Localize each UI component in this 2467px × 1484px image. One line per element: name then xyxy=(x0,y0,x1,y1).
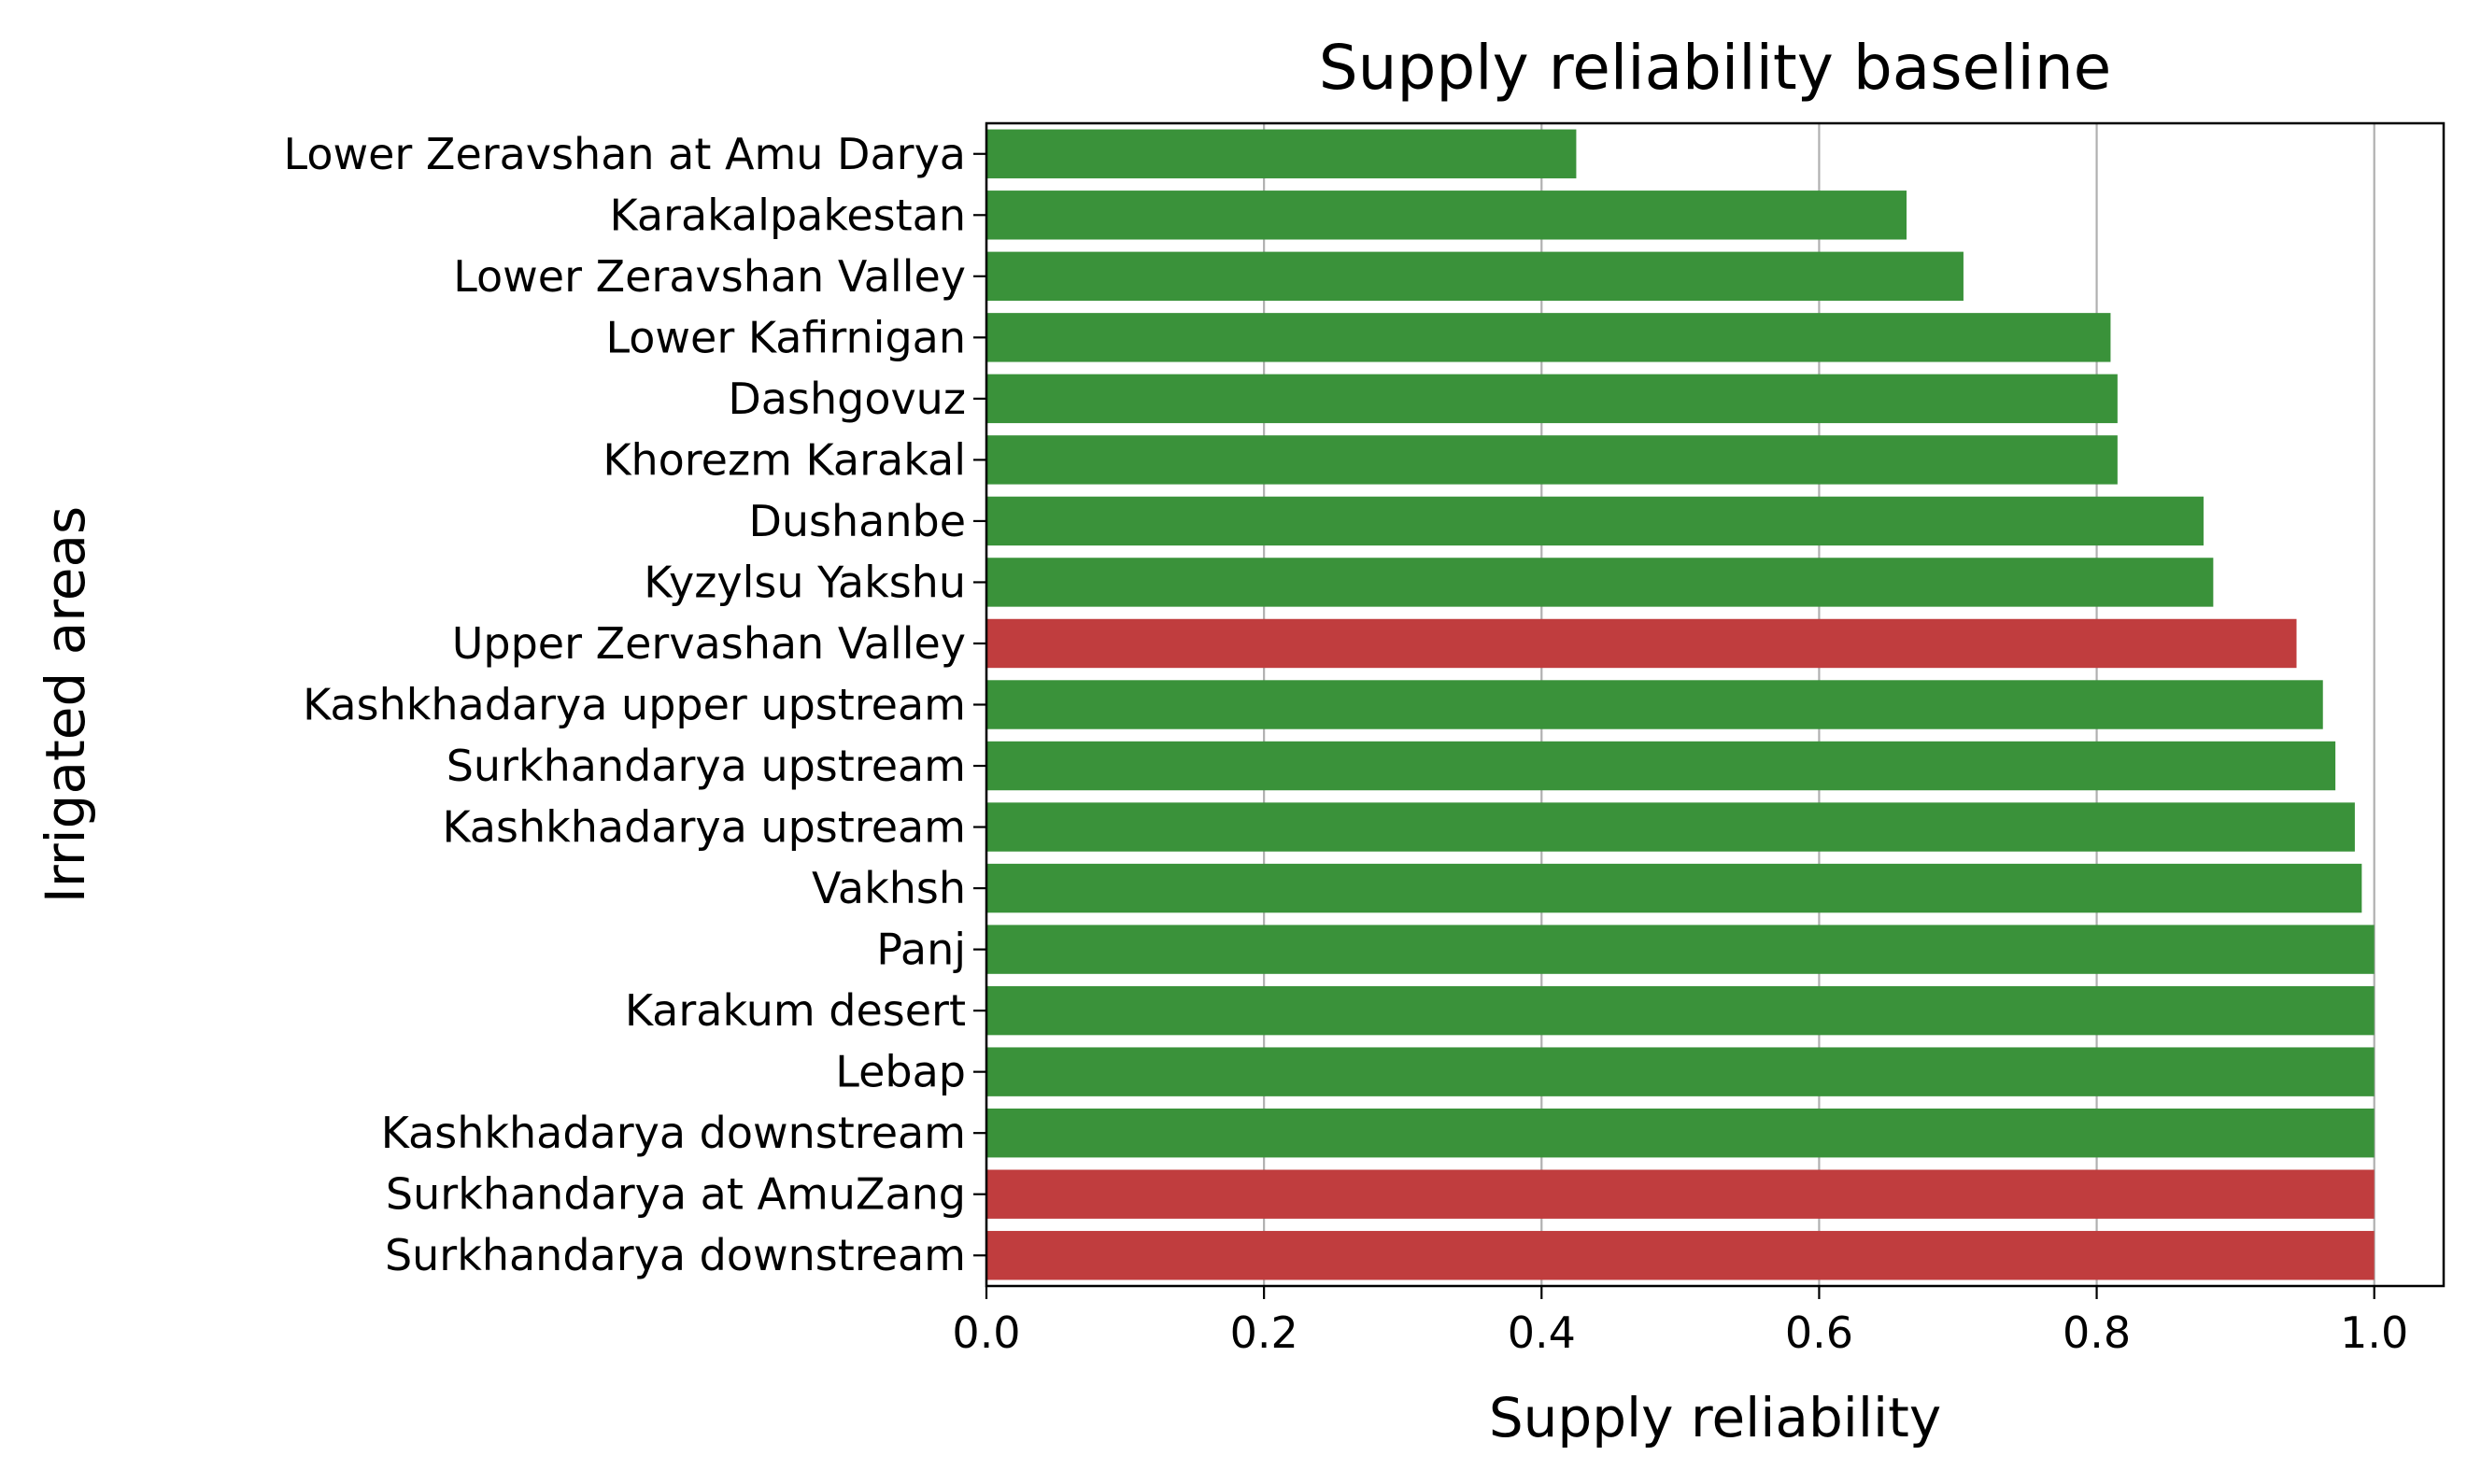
bar xyxy=(986,985,2375,1036)
bar xyxy=(986,1169,2375,1219)
bar xyxy=(986,496,2204,546)
x-tick-label: 0.0 xyxy=(952,1307,1020,1358)
x-tick-label: 0.8 xyxy=(2063,1307,2131,1358)
bar xyxy=(986,129,1577,178)
y-tick-label: Karakum desert xyxy=(625,985,966,1036)
y-axis-ticks: Lower Zeravshan at Amu Darya Karakalpakes… xyxy=(284,129,986,1280)
y-tick-label: Kyzylsu Yakshu xyxy=(644,557,966,607)
bar xyxy=(986,1231,2375,1280)
y-tick-label: Vakhsh xyxy=(812,863,966,913)
bar xyxy=(986,925,2375,974)
y-tick-label: Khorezm Karakal xyxy=(603,434,966,485)
y-tick-label: Kashkhadarya upstream xyxy=(442,802,966,853)
bar xyxy=(986,1047,2375,1096)
y-axis-title: Irrigated areas xyxy=(34,506,97,903)
bar xyxy=(986,558,2214,607)
y-tick-label: Panj xyxy=(876,925,966,975)
bar xyxy=(986,1108,2375,1158)
y-tick-label: Dushanbe xyxy=(748,496,966,546)
bar xyxy=(986,680,2323,729)
y-tick-label: Dashgovuz xyxy=(728,374,966,424)
x-tick-label: 0.2 xyxy=(1230,1307,1298,1358)
y-tick-label: Surkhandarya downstream xyxy=(385,1230,966,1280)
y-tick-label: Karakalpakestan xyxy=(610,190,966,240)
y-tick-label: Surkhandarya at AmuZang xyxy=(386,1169,966,1220)
bar xyxy=(986,741,2336,791)
x-tick-label: 0.4 xyxy=(1508,1307,1576,1358)
bar xyxy=(986,802,2355,852)
bar xyxy=(986,435,2118,485)
bar xyxy=(986,374,2118,424)
y-tick-label: Surkhandarya upstream xyxy=(447,741,966,791)
bars xyxy=(986,129,2375,1280)
bar xyxy=(986,863,2362,913)
y-tick-label: Lebap xyxy=(835,1047,966,1097)
y-tick-label: Upper Zervashan Valley xyxy=(452,618,966,669)
bar xyxy=(986,251,1964,302)
y-tick-label: Lower Kafirnigan xyxy=(605,312,966,362)
bar xyxy=(986,191,1907,240)
y-tick-label: Kashkhadarya downstream xyxy=(381,1108,966,1158)
x-tick-label: 0.6 xyxy=(1785,1307,1853,1358)
chart-title: Supply reliability baseline xyxy=(1319,32,2112,104)
bar xyxy=(986,618,2297,669)
bar xyxy=(986,313,2111,362)
y-tick-label: Lower Zeravshan Valley xyxy=(453,251,966,302)
x-tick-label: 1.0 xyxy=(2340,1307,2408,1358)
y-tick-label: Lower Zeravshan at Amu Darya xyxy=(284,129,966,179)
x-axis-title: Supply reliability xyxy=(1489,1386,1941,1449)
y-tick-label: Kashkhadarya upper upstream xyxy=(303,680,966,730)
x-axis-ticks: 0.0 0.2 0.4 0.6 0.8 1.0 xyxy=(952,1286,2408,1358)
